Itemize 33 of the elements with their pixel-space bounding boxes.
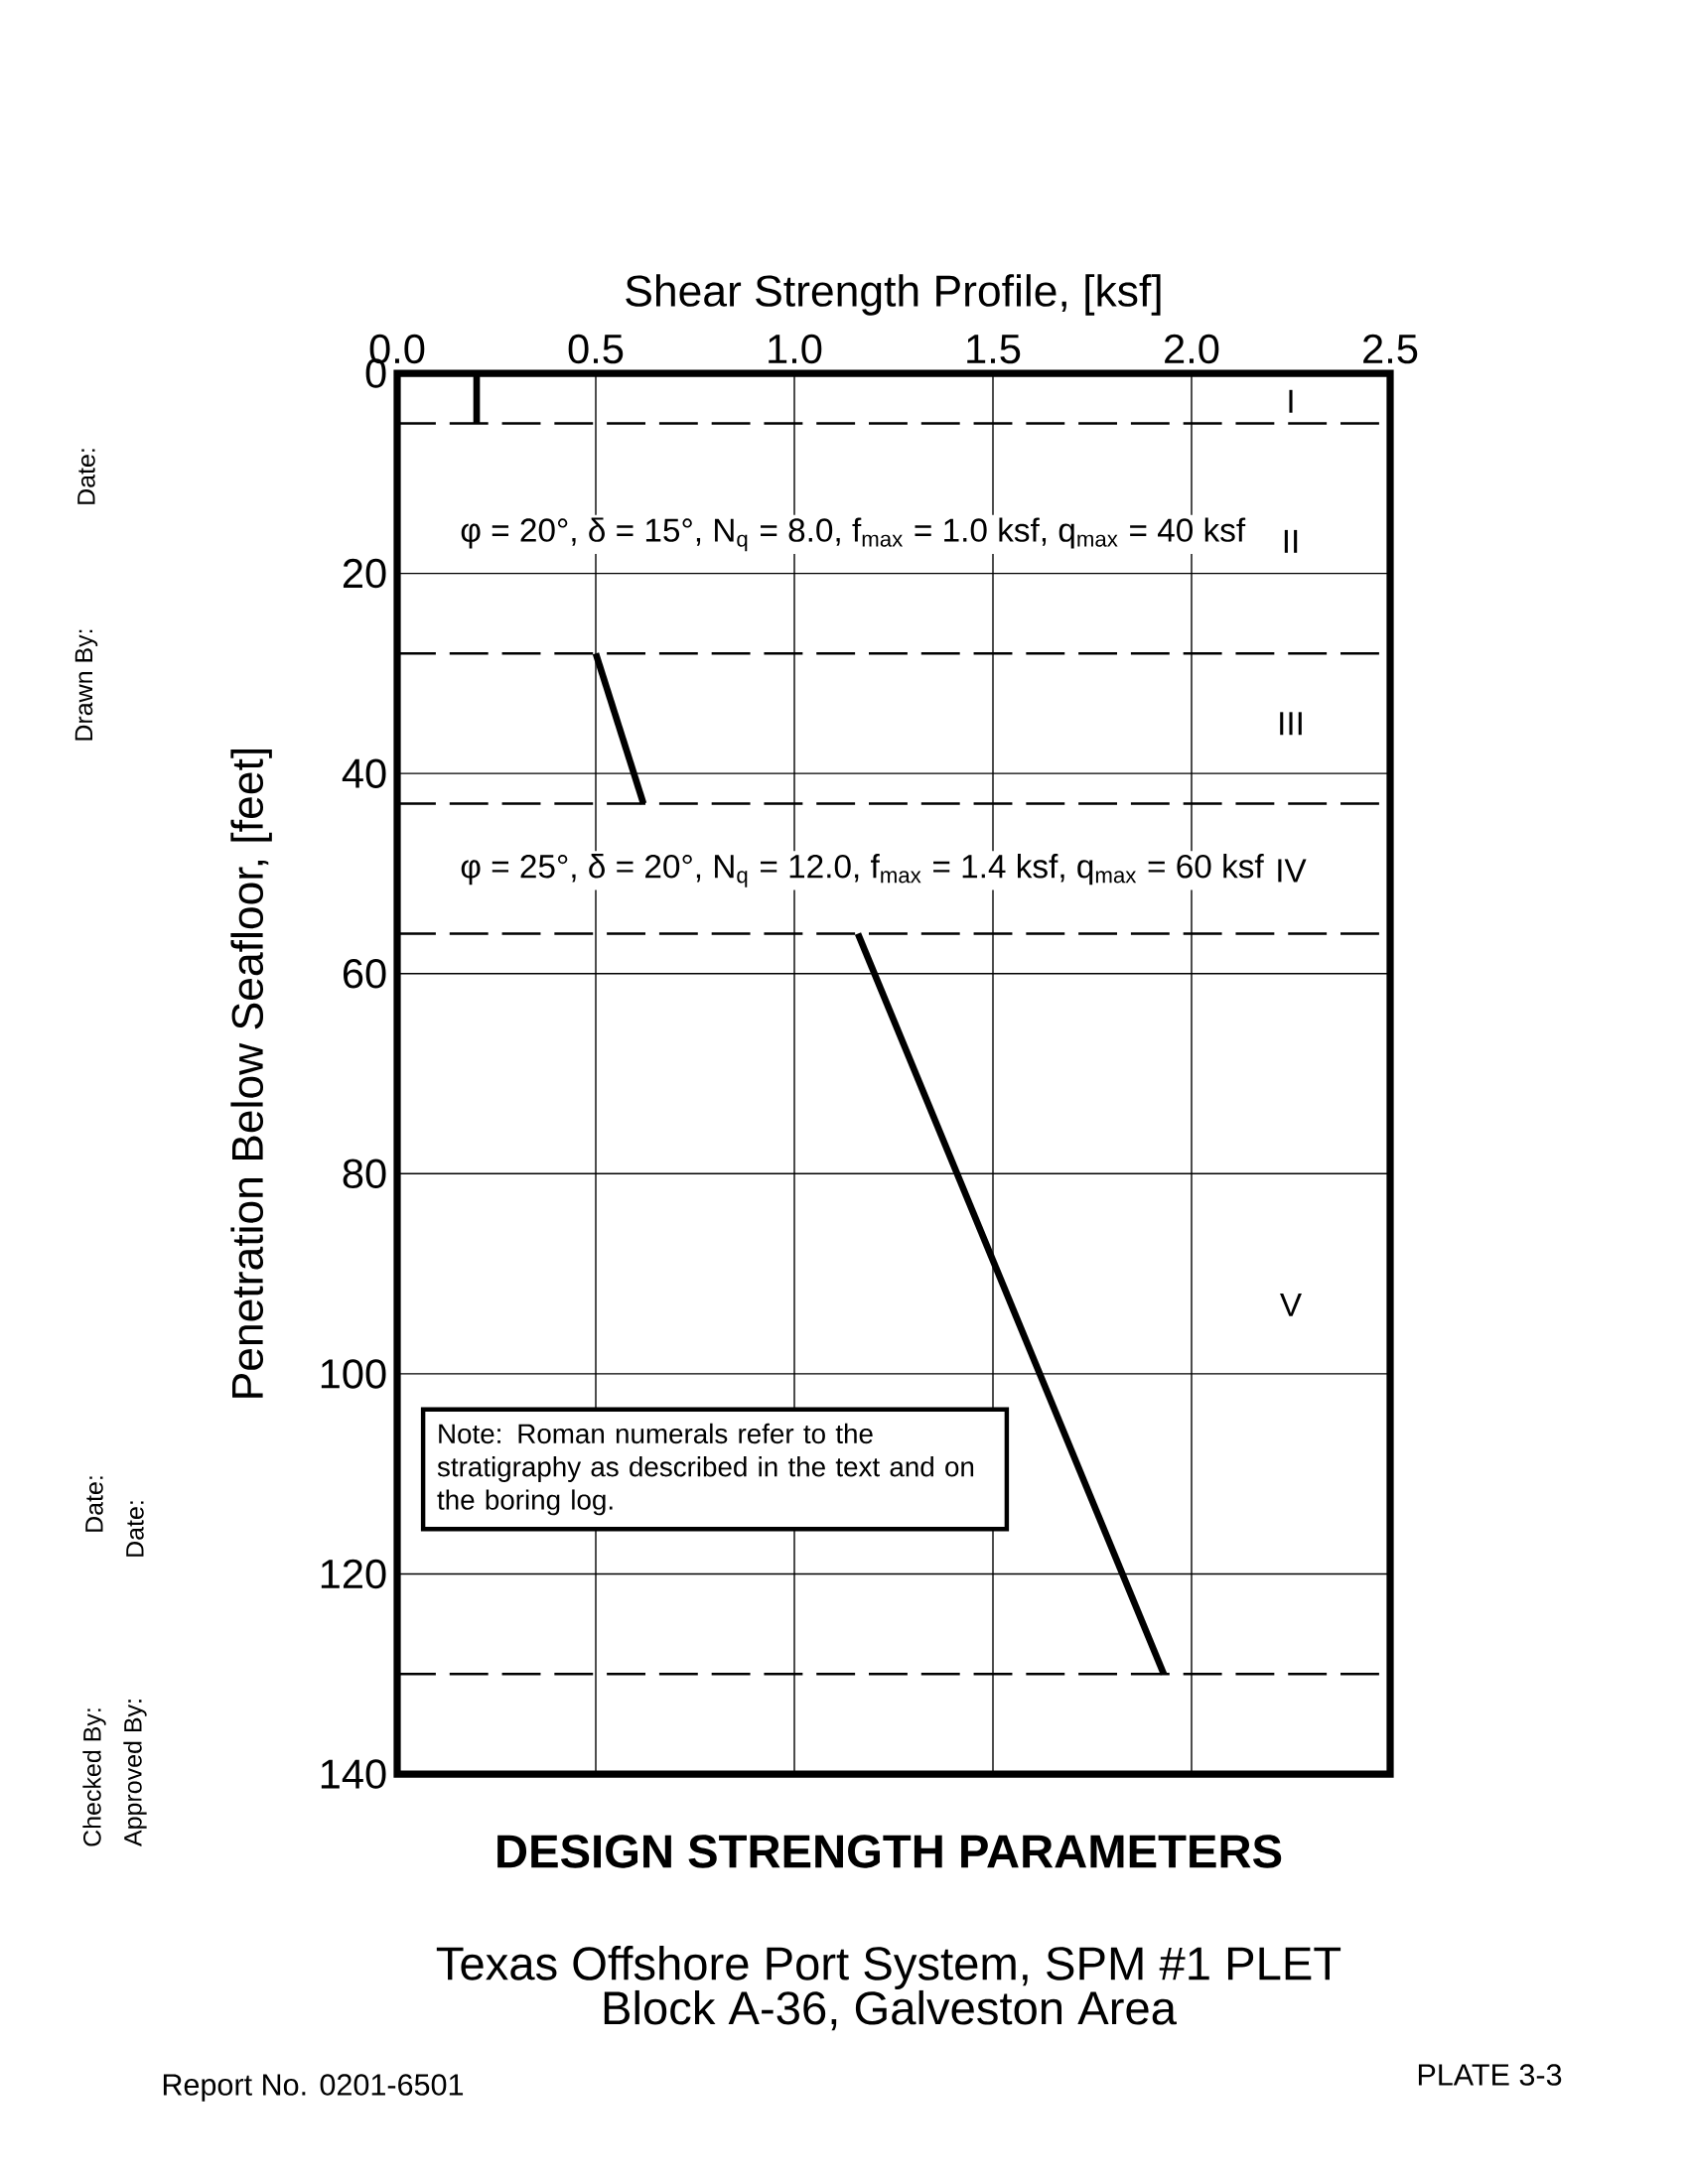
- text: DESIGN STRENGTH PARAMETERS: [497, 1835, 1282, 1868]
- x-tick-label: 1.0: [769, 334, 822, 364]
- annotation: III: [1280, 712, 1302, 736]
- text: Texas Offshore Port System, SPM #1 PLET: [436, 1946, 1341, 1990]
- annotation: IV: [1278, 859, 1307, 883]
- x-tick-label: 0.5: [568, 334, 624, 364]
- annotation: V: [1280, 1293, 1302, 1316]
- annotation: Note: Roman numerals refer to the stratigraphy as described in the text and on the boring log.: [437, 1423, 974, 1516]
- y-tick-label: 40: [342, 758, 386, 788]
- y-tick-label: 80: [343, 1159, 386, 1189]
- y-tick-label: 140: [321, 1759, 386, 1789]
- annotation: φ = 20°, δ = 15°, N$_{q}$ = 8.0, f$_{max}$ = 1.0 ksf, q$_{max}$ = 40 ksf: [461, 517, 1246, 552]
- y-tick-label: 100: [321, 1359, 386, 1389]
- y-axis-title: Penetration Below Seafloor, [feet]: [230, 749, 272, 1398]
- y-tick-label: 120: [321, 1559, 386, 1589]
- text: Checked By:: [82, 1708, 106, 1846]
- annotation: II: [1284, 529, 1298, 553]
- text: PLATE 3-3: [1418, 2064, 1562, 2086]
- x-tick-label: 1.5: [967, 335, 1021, 364]
- x-axis-title: Shear Strength Profile, [ksf]: [626, 274, 1161, 316]
- y-tick-label: 20: [343, 558, 386, 589]
- text: Block A-36, Galveston Area: [604, 1989, 1177, 2031]
- text: Report No. 0201-6501: [163, 2074, 464, 2102]
- annotation: I: [1289, 389, 1293, 413]
- x-tick-label: 2.0: [1165, 334, 1219, 364]
- text: Date:: [126, 1501, 144, 1557]
- text: Drawn By:: [74, 629, 98, 741]
- text: Date:: [85, 1476, 103, 1532]
- text: Approved By:: [123, 1700, 147, 1847]
- y-tick-label: 60: [343, 958, 386, 989]
- text: Date:: [77, 449, 95, 504]
- annotation: φ = 25°, δ = 20°, N$_{q}$ = 12.0, f$_{max}$ = 1.4 ksf, q$_{max}$ = 60 ksf: [461, 854, 1264, 887]
- x-tick-label: 2.5: [1363, 334, 1418, 364]
